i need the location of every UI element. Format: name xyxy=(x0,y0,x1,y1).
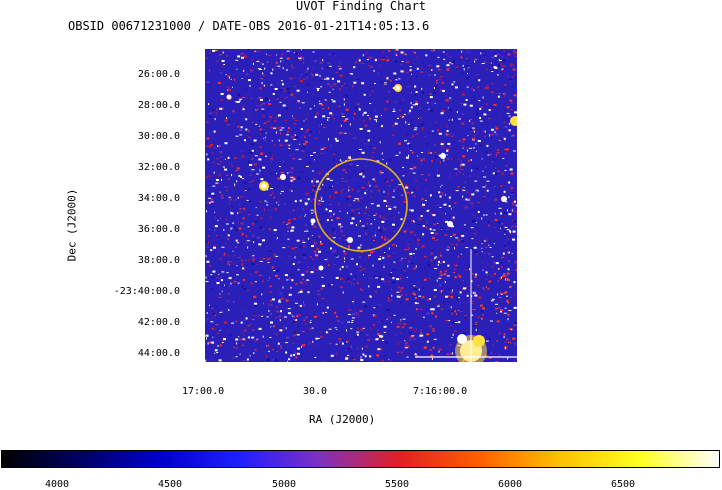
chart-title: UVOT Finding Chart xyxy=(0,0,722,12)
y-tick-label: 26:00.0 xyxy=(138,69,180,80)
x-axis-label: RA (J2000) xyxy=(309,414,375,426)
colorbar xyxy=(1,450,720,468)
y-tick-label: 44:00.0 xyxy=(138,348,180,359)
y-tick-label: 36:00.0 xyxy=(138,224,180,235)
colorbar-tick-label: 6500 xyxy=(611,479,635,490)
y-axis-label: Dec (J2000) xyxy=(66,189,79,262)
y-tick-label: 42:00.0 xyxy=(138,317,180,328)
x-tick-label: 30.0 xyxy=(303,386,327,397)
colorbar-tick-label: 4500 xyxy=(158,479,182,490)
x-tick-label: 17:00.0 xyxy=(182,386,224,397)
x-tick-label: 7:16:00.0 xyxy=(413,386,467,397)
y-tick-label: 34:00.0 xyxy=(138,193,180,204)
sky-image-background xyxy=(205,49,517,362)
y-tick-label: 28:00.0 xyxy=(138,100,180,111)
sky-image xyxy=(205,49,517,362)
y-tick-label: 30:00.0 xyxy=(138,131,180,142)
y-tick-label: 32:00.0 xyxy=(138,162,180,173)
colorbar-tick-label: 5000 xyxy=(272,479,296,490)
y-tick-label: 38:00.0 xyxy=(138,255,180,266)
colorbar-tick-label: 6000 xyxy=(498,479,522,490)
colorbar-tick-label: 4000 xyxy=(45,479,69,490)
chart-subtitle: OBSID 00671231000 / DATE-OBS 2016-01-21T… xyxy=(68,20,429,32)
sky-image-canvas xyxy=(205,49,517,362)
y-tick-label: -23:40:00.0 xyxy=(114,286,180,297)
colorbar-tick-label: 5500 xyxy=(385,479,409,490)
